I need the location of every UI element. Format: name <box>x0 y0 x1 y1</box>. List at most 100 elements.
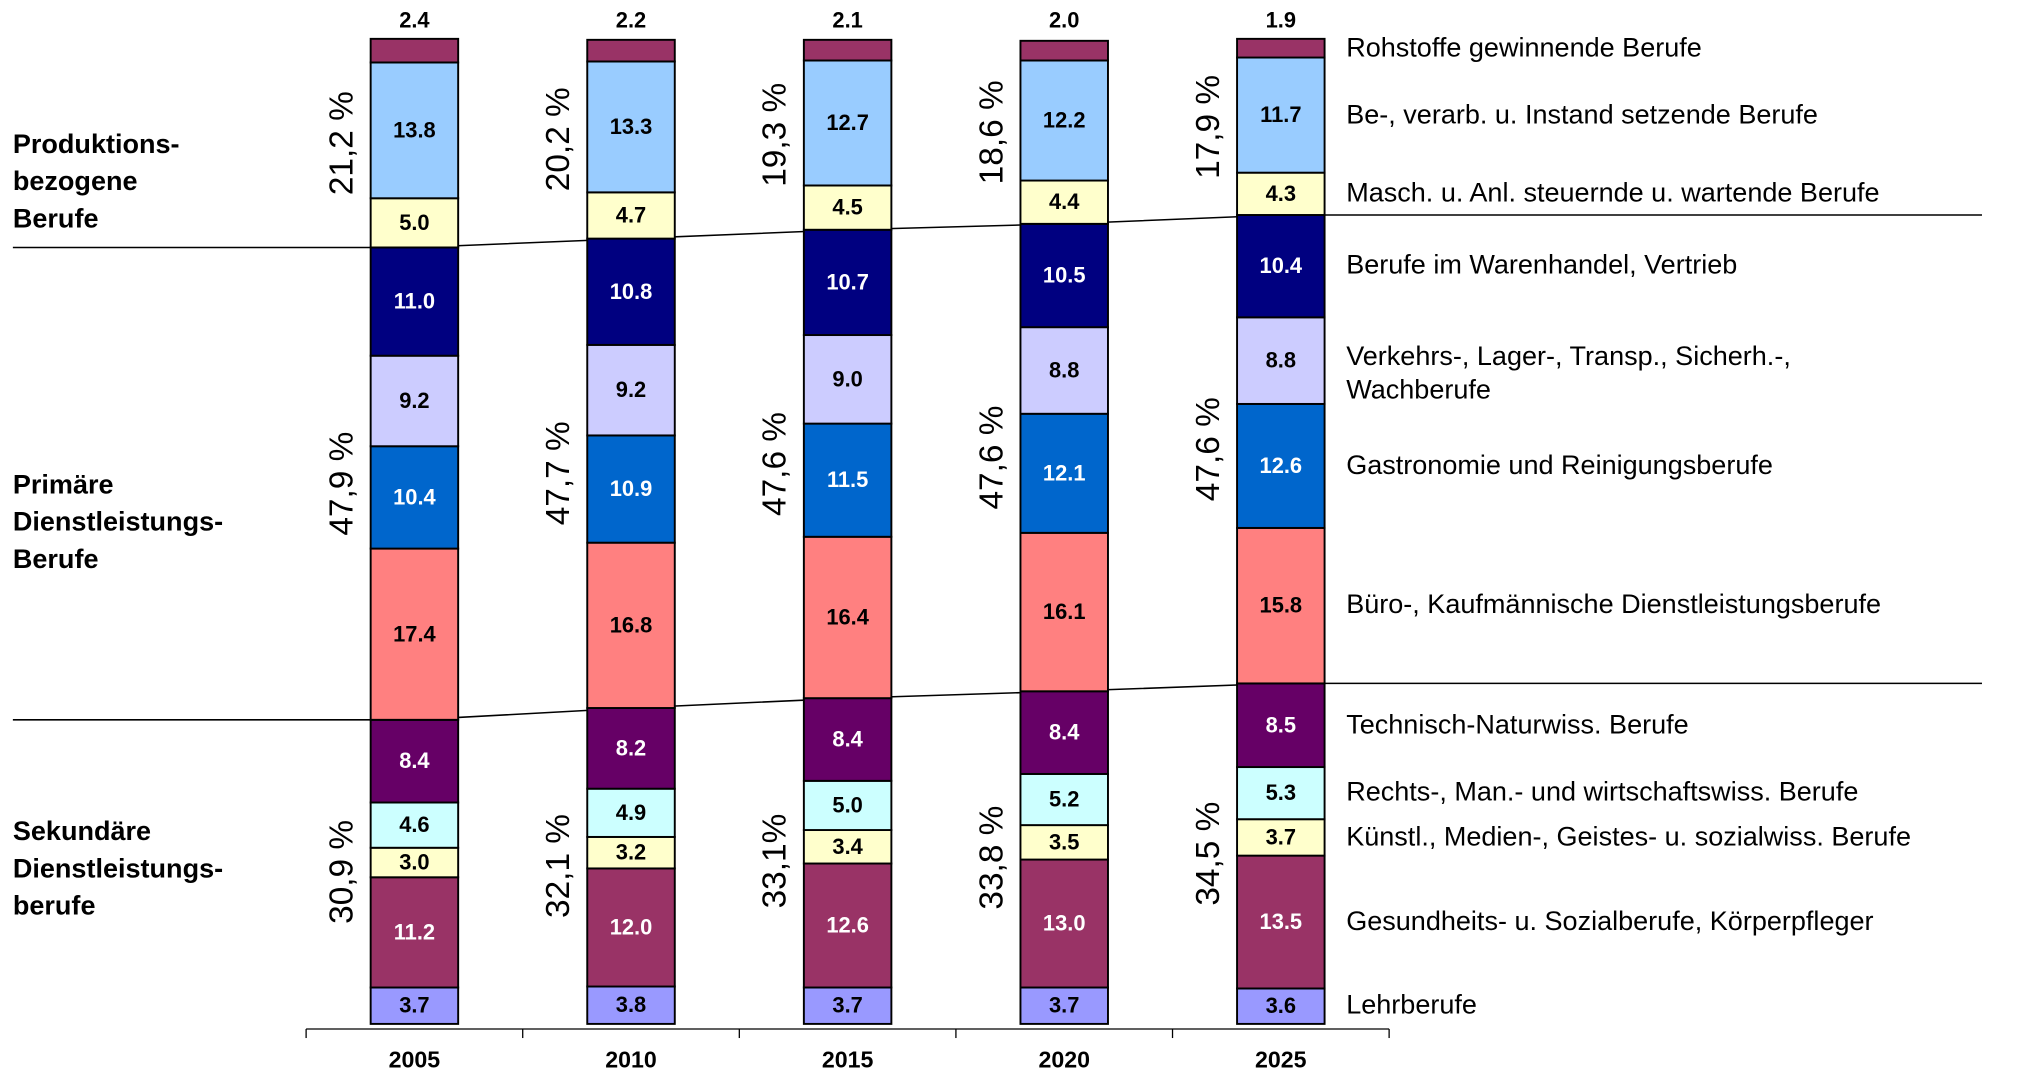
bar-segment <box>586 60 676 194</box>
bar-segment <box>1236 766 1326 821</box>
data-label: 3.7 <box>832 993 862 1018</box>
bar-segment <box>586 343 676 437</box>
bar-segment <box>586 38 676 63</box>
group-share-label: 20,2 % <box>540 87 577 191</box>
bar-segment <box>586 191 676 240</box>
data-label: 11.0 <box>394 289 435 314</box>
data-label: 11.5 <box>827 467 868 492</box>
group-label: Produktions- bezogene Berufe <box>12 129 180 234</box>
legend-entry: Gesundheits- u. Sozialberufe, Körperpfle… <box>1346 906 1874 937</box>
data-label: 5.0 <box>832 793 862 818</box>
data-label: 3.0 <box>399 850 429 875</box>
data-label: 8.8 <box>1049 358 1079 383</box>
data-label: 11.7 <box>1260 102 1301 127</box>
data-label: 13.3 <box>610 114 653 139</box>
data-label: 10.9 <box>610 476 653 501</box>
data-label: 15.8 <box>1260 593 1303 618</box>
data-label: 16.4 <box>826 605 869 630</box>
x-tick-label: 2005 <box>389 1046 441 1072</box>
group-share-label: 33,1% <box>757 814 794 909</box>
group-label: Primäre Dienstleistungs- Berufe <box>12 470 224 575</box>
bar-segment <box>1236 682 1326 769</box>
data-label: 1.9 <box>1266 8 1296 33</box>
bar-segment <box>1019 59 1109 182</box>
data-label: 3.6 <box>1266 993 1296 1018</box>
bar-segment <box>1236 214 1326 319</box>
bar-segment <box>369 445 460 550</box>
bar-segment <box>802 184 893 231</box>
bar-segment <box>802 535 893 700</box>
data-label: 4.9 <box>616 800 646 825</box>
data-label: 10.7 <box>826 269 869 294</box>
bar-segment <box>369 547 460 721</box>
legend-entry: Be-, verarb. u. Instand setzende Berufe <box>1346 99 1818 130</box>
group-label: Sekundäre Dienstleistungs- berufe <box>12 817 224 922</box>
group-share-label: 19,3 % <box>757 83 794 187</box>
data-label: 3.7 <box>1049 993 1079 1018</box>
data-label: 4.6 <box>399 812 429 837</box>
data-label: 10.4 <box>393 484 436 509</box>
bar-segment <box>369 61 460 200</box>
bar-segment <box>1236 402 1326 529</box>
data-label: 8.4 <box>1049 720 1080 745</box>
bar-segment <box>802 334 893 425</box>
legend-entry: Berufe im Warenhandel, Vertrieb <box>1346 250 1738 281</box>
group-share-label: 18,6 % <box>973 80 1010 184</box>
data-label: 11.2 <box>394 919 435 944</box>
legend-entry: Rechts-, Man.- und wirtschaftswiss. Beru… <box>1346 777 1859 808</box>
data-label: 12.7 <box>826 110 869 135</box>
bar-segment <box>586 787 676 838</box>
data-label: 2.4 <box>399 8 430 33</box>
bar-segment <box>586 867 676 988</box>
data-label: 13.0 <box>1043 911 1086 936</box>
group-share-label: 47,6 % <box>1190 397 1227 501</box>
data-label: 8.4 <box>832 727 863 752</box>
data-label: 5.0 <box>399 210 429 235</box>
bar-segment <box>802 38 893 62</box>
bar-segment <box>1236 987 1326 1025</box>
data-label: 2.1 <box>832 8 862 33</box>
legend-entry: Masch. u. Anl. steuernde u. wartende Ber… <box>1346 178 1880 208</box>
x-tick-label: 2020 <box>1038 1046 1089 1072</box>
data-label: 9.2 <box>616 377 646 402</box>
data-label: 8.5 <box>1266 712 1296 737</box>
data-label: 9.2 <box>399 388 429 413</box>
data-label: 3.4 <box>832 834 863 859</box>
bar-segment <box>1019 412 1109 534</box>
data-label: 3.5 <box>1049 829 1079 854</box>
x-tick-label: 2015 <box>822 1046 874 1072</box>
data-label: 17.4 <box>393 621 436 646</box>
bar-segment <box>369 37 460 64</box>
data-label: 13.8 <box>393 117 436 142</box>
bar-segment <box>1236 316 1326 405</box>
bar-segment <box>369 197 460 249</box>
bar-segment <box>1019 326 1109 415</box>
data-label: 3.2 <box>616 840 646 865</box>
bar-segment <box>369 876 460 989</box>
data-label: 10.8 <box>610 279 653 304</box>
data-label: 12.0 <box>610 915 653 940</box>
x-tick-label: 2025 <box>1255 1046 1307 1072</box>
data-label: 4.4 <box>1049 189 1080 214</box>
group-share-label: 17,9 % <box>1190 75 1227 179</box>
group-share-label: 33,8 % <box>973 806 1010 910</box>
data-label: 4.3 <box>1266 181 1296 206</box>
data-label: 3.7 <box>1266 824 1296 849</box>
data-label: 5.3 <box>1266 780 1296 805</box>
data-label: 16.1 <box>1043 599 1086 624</box>
bar-segment <box>802 422 893 538</box>
data-label: 12.6 <box>826 913 869 938</box>
data-label: 8.4 <box>399 748 430 773</box>
bar-segment <box>1236 37 1326 59</box>
legend-entry: Gastronomie und Reinigungsberufe <box>1346 450 1773 481</box>
data-label: 12.6 <box>1260 453 1303 478</box>
bar-segment <box>1236 171 1326 216</box>
bar-segment <box>802 829 893 865</box>
bar-segment <box>1236 526 1326 685</box>
bar-segment <box>369 354 460 448</box>
bar-segment <box>1019 690 1109 775</box>
data-label: 8.2 <box>616 735 646 760</box>
data-label: 10.4 <box>1260 253 1303 278</box>
